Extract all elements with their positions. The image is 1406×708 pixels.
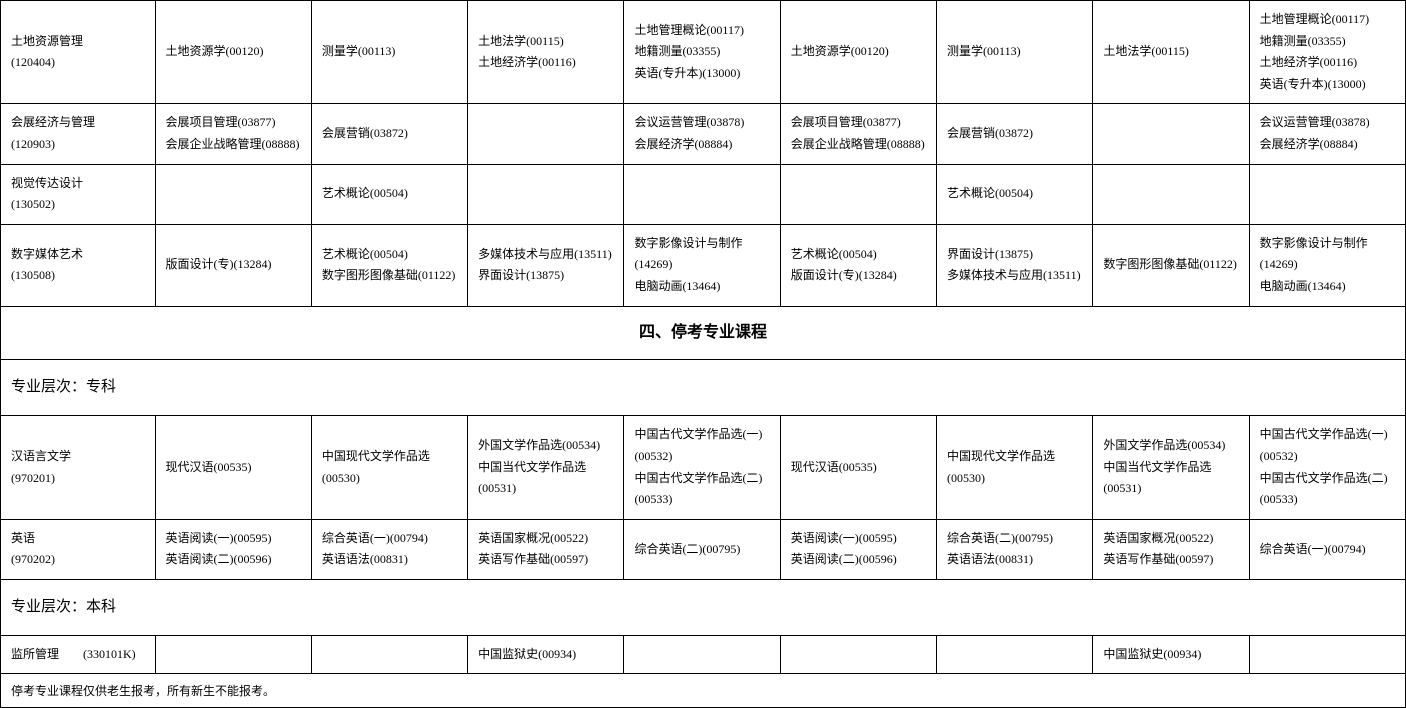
course-cell: [1249, 164, 1405, 224]
course-cell: 中国监狱史(00934): [468, 635, 624, 674]
course-cell: 艺术概论(00504): [937, 164, 1093, 224]
section-heading: 四、停考专业课程: [1, 306, 1406, 360]
table-row: 数字媒体艺术(130508)版面设计(专)(13284)艺术概论(00504)数…: [1, 224, 1406, 306]
course-cell: 测量学(00113): [937, 1, 1093, 104]
course-cell: 数字图形图像基础(01122): [1093, 224, 1249, 306]
course-cell: 外国文学作品选(00534)中国当代文学作品选(00531): [1093, 416, 1249, 519]
course-cell: 综合英语(一)(00794): [1249, 519, 1405, 579]
major-cell: 监所管理 (330101K): [1, 635, 156, 674]
table-row: 土地资源管理(120404)土地资源学(00120)测量学(00113)土地法学…: [1, 1, 1406, 104]
course-cell: 会展项目管理(03877)会展企业战略管理(08888): [155, 104, 311, 164]
course-cell: 数字影像设计与制作(14269)电脑动画(13464): [624, 224, 780, 306]
course-cell: 中国古代文学作品选(一)(00532)中国古代文学作品选(二)(00533): [624, 416, 780, 519]
course-cell: 英语国家概况(00522)英语写作基础(00597): [1093, 519, 1249, 579]
course-cell: 数字影像设计与制作(14269)电脑动画(13464): [1249, 224, 1405, 306]
course-cell: 艺术概论(00504)数字图形图像基础(01122): [311, 224, 467, 306]
course-cell: 土地管理概论(00117)地籍测量(03355)英语(专升本)(13000): [624, 1, 780, 104]
course-cell: [624, 635, 780, 674]
course-cell: [1093, 104, 1249, 164]
course-cell: [1093, 164, 1249, 224]
table-row: 视觉传达设计(130502) 艺术概论(00504) 艺术概论(00504): [1, 164, 1406, 224]
course-cell: 会展营销(03872): [937, 104, 1093, 164]
major-cell: 数字媒体艺术(130508): [1, 224, 156, 306]
course-cell: 艺术概论(00504): [311, 164, 467, 224]
course-cell: 中国监狱史(00934): [1093, 635, 1249, 674]
major-cell: 视觉传达设计(130502): [1, 164, 156, 224]
course-cell: 外国文学作品选(00534)中国当代文学作品选(00531): [468, 416, 624, 519]
course-cell: [468, 104, 624, 164]
course-cell: 土地法学(00115): [1093, 1, 1249, 104]
table-row: 汉语言文学(970201)现代汉语(00535)中国现代文学作品选(00530)…: [1, 416, 1406, 519]
course-cell: [780, 164, 936, 224]
major-cell: 英语(970202): [1, 519, 156, 579]
course-cell: [937, 635, 1093, 674]
course-cell: [1249, 635, 1405, 674]
course-cell: 会展项目管理(03877)会展企业战略管理(08888): [780, 104, 936, 164]
course-schedule-table: 土地资源管理(120404)土地资源学(00120)测量学(00113)土地法学…: [0, 0, 1406, 674]
course-cell: 现代汉语(00535): [780, 416, 936, 519]
course-cell: [780, 635, 936, 674]
course-cell: [624, 164, 780, 224]
course-cell: 英语国家概况(00522)英语写作基础(00597): [468, 519, 624, 579]
course-cell: 中国现代文学作品选(00530): [937, 416, 1093, 519]
course-cell: [468, 164, 624, 224]
course-cell: 土地法学(00115)土地经济学(00116): [468, 1, 624, 104]
major-cell: 会展经济与管理(120903): [1, 104, 156, 164]
course-cell: [155, 164, 311, 224]
course-cell: 土地管理概论(00117)地籍测量(03355)土地经济学(00116)英语(专…: [1249, 1, 1405, 104]
course-cell: 会议运营管理(03878)会展经济学(08884): [624, 104, 780, 164]
course-cell: 艺术概论(00504)版面设计(专)(13284): [780, 224, 936, 306]
course-cell: [311, 635, 467, 674]
course-cell: 土地资源学(00120): [155, 1, 311, 104]
major-cell: 汉语言文学(970201): [1, 416, 156, 519]
course-cell: [155, 635, 311, 674]
course-cell: 多媒体技术与应用(13511)界面设计(13875): [468, 224, 624, 306]
course-cell: 综合英语(二)(00795): [624, 519, 780, 579]
course-cell: 测量学(00113): [311, 1, 467, 104]
course-cell: 综合英语(一)(00794)英语语法(00831): [311, 519, 467, 579]
footer-note: 停考专业课程仅供老生报考，所有新生不能报考。: [0, 674, 1406, 708]
table-row: 会展经济与管理(120903)会展项目管理(03877)会展企业战略管理(088…: [1, 104, 1406, 164]
level-heading-benke: 专业层次：本科: [1, 579, 1406, 635]
major-cell: 土地资源管理(120404): [1, 1, 156, 104]
table-row: 英语(970202)英语阅读(一)(00595)英语阅读(二)(00596)综合…: [1, 519, 1406, 579]
course-cell: 英语阅读(一)(00595)英语阅读(二)(00596): [780, 519, 936, 579]
course-cell: 会展营销(03872): [311, 104, 467, 164]
course-cell: 中国古代文学作品选(一)(00532)中国古代文学作品选(二)(00533): [1249, 416, 1405, 519]
table-row: 监所管理 (330101K) 中国监狱史(00934) 中国监狱史(00934): [1, 635, 1406, 674]
course-cell: 中国现代文学作品选(00530): [311, 416, 467, 519]
course-cell: 英语阅读(一)(00595)英语阅读(二)(00596): [155, 519, 311, 579]
course-cell: 土地资源学(00120): [780, 1, 936, 104]
course-cell: 会议运营管理(03878)会展经济学(08884): [1249, 104, 1405, 164]
course-cell: 现代汉语(00535): [155, 416, 311, 519]
course-cell: 版面设计(专)(13284): [155, 224, 311, 306]
course-cell: 界面设计(13875)多媒体技术与应用(13511): [937, 224, 1093, 306]
level-heading-zhuanke: 专业层次：专科: [1, 360, 1406, 416]
course-cell: 综合英语(二)(00795)英语语法(00831): [937, 519, 1093, 579]
